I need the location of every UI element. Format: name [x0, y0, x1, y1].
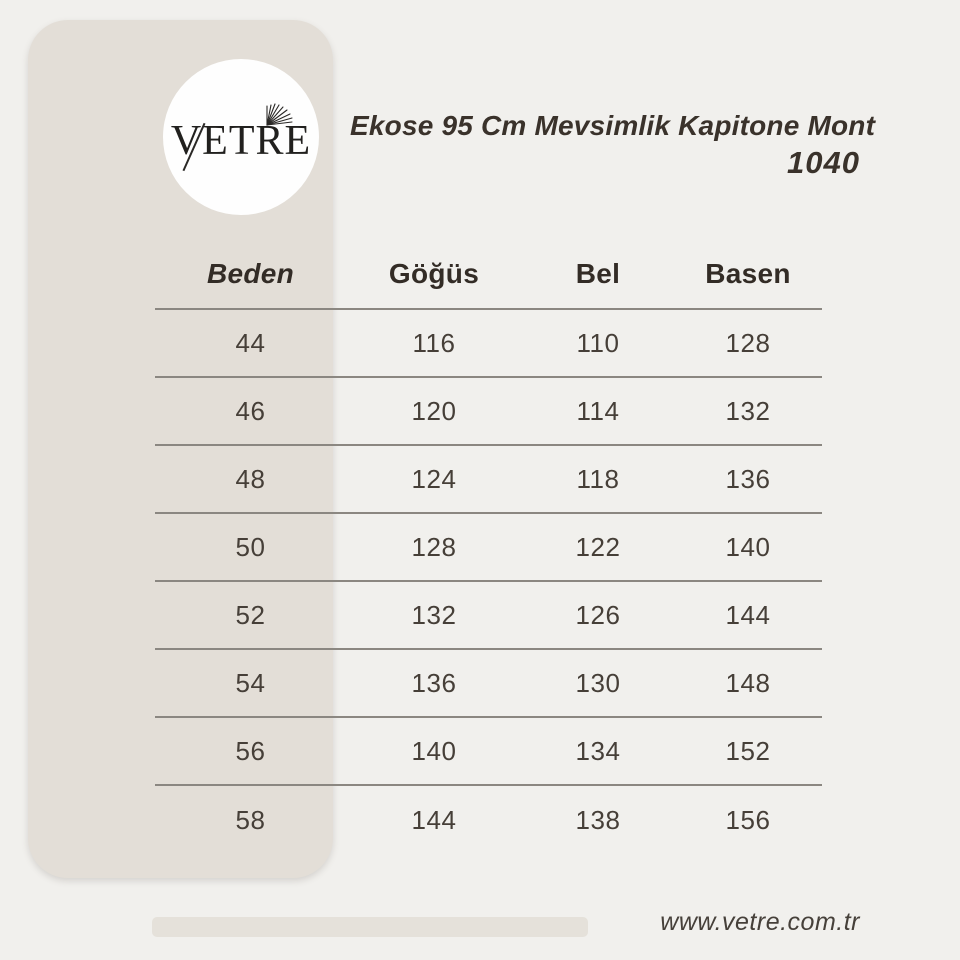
- column-header-basen: Basen: [705, 258, 791, 289]
- product-code: 1040: [787, 145, 860, 180]
- cell-bel: 122: [575, 531, 621, 562]
- cell-basen: 156: [725, 804, 771, 835]
- cell-basen: 152: [725, 735, 771, 766]
- cell-beden: 50: [235, 531, 266, 562]
- table-row: 52 132 126 144: [155, 582, 822, 650]
- cell-bel: 126: [575, 599, 621, 630]
- footer-bar: [152, 917, 588, 937]
- size-table: Beden Göğüs Bel Basen 44 116 110 128 46 …: [155, 240, 822, 854]
- cell-gogus: 136: [411, 667, 457, 698]
- cell-basen: 148: [725, 667, 771, 698]
- page-title: Ekose 95 Cm Mevsimlik Kapitone Mont: [350, 110, 876, 141]
- leaf-fan-icon: [266, 103, 293, 126]
- table-header-row: Beden Göğüs Bel Basen: [155, 240, 822, 310]
- table-row: 46 120 114 132: [155, 378, 822, 446]
- cell-basen: 132: [725, 395, 771, 426]
- title-block: Ekose 95 Cm Mevsimlik Kapitone Mont 1040: [350, 110, 876, 181]
- cell-beden: 52: [235, 599, 266, 630]
- cell-gogus: 144: [411, 804, 457, 835]
- table-row: 54 136 130 148: [155, 650, 822, 718]
- cell-beden: 44: [235, 327, 266, 358]
- brand-logo-text: VETRE: [170, 118, 312, 164]
- cell-bel: 130: [575, 667, 621, 698]
- brand-logo-circle: VETRE: [163, 59, 319, 215]
- cell-basen: 136: [725, 463, 771, 494]
- table-row: 58 144 138 156: [155, 786, 822, 854]
- cell-gogus: 120: [411, 395, 457, 426]
- cell-beden: 54: [235, 667, 266, 698]
- column-header-bel: Bel: [575, 258, 621, 289]
- cell-bel: 114: [576, 395, 620, 426]
- cell-basen: 144: [725, 599, 771, 630]
- cell-bel: 138: [575, 804, 621, 835]
- cell-gogus: 116: [412, 327, 456, 358]
- cell-bel: 118: [576, 463, 620, 494]
- table-row: 50 128 122 140: [155, 514, 822, 582]
- cell-basen: 140: [725, 531, 771, 562]
- cell-basen: 128: [725, 327, 771, 358]
- cell-gogus: 128: [411, 531, 457, 562]
- cell-bel: 110: [576, 327, 620, 358]
- cell-beden: 56: [235, 735, 266, 766]
- cell-gogus: 124: [411, 463, 457, 494]
- cell-beden: 46: [235, 395, 266, 426]
- cell-beden: 48: [235, 463, 266, 494]
- cell-gogus: 132: [411, 599, 457, 630]
- table-row: 56 140 134 152: [155, 718, 822, 786]
- website-url: www.vetre.com.tr: [660, 908, 860, 936]
- column-header-gogus: Göğüs: [388, 258, 480, 289]
- table-row: 44 116 110 128: [155, 310, 822, 378]
- cell-beden: 58: [235, 804, 266, 835]
- cell-bel: 134: [575, 735, 621, 766]
- table-row: 48 124 118 136: [155, 446, 822, 514]
- cell-gogus: 140: [411, 735, 457, 766]
- column-header-beden: Beden: [206, 258, 295, 289]
